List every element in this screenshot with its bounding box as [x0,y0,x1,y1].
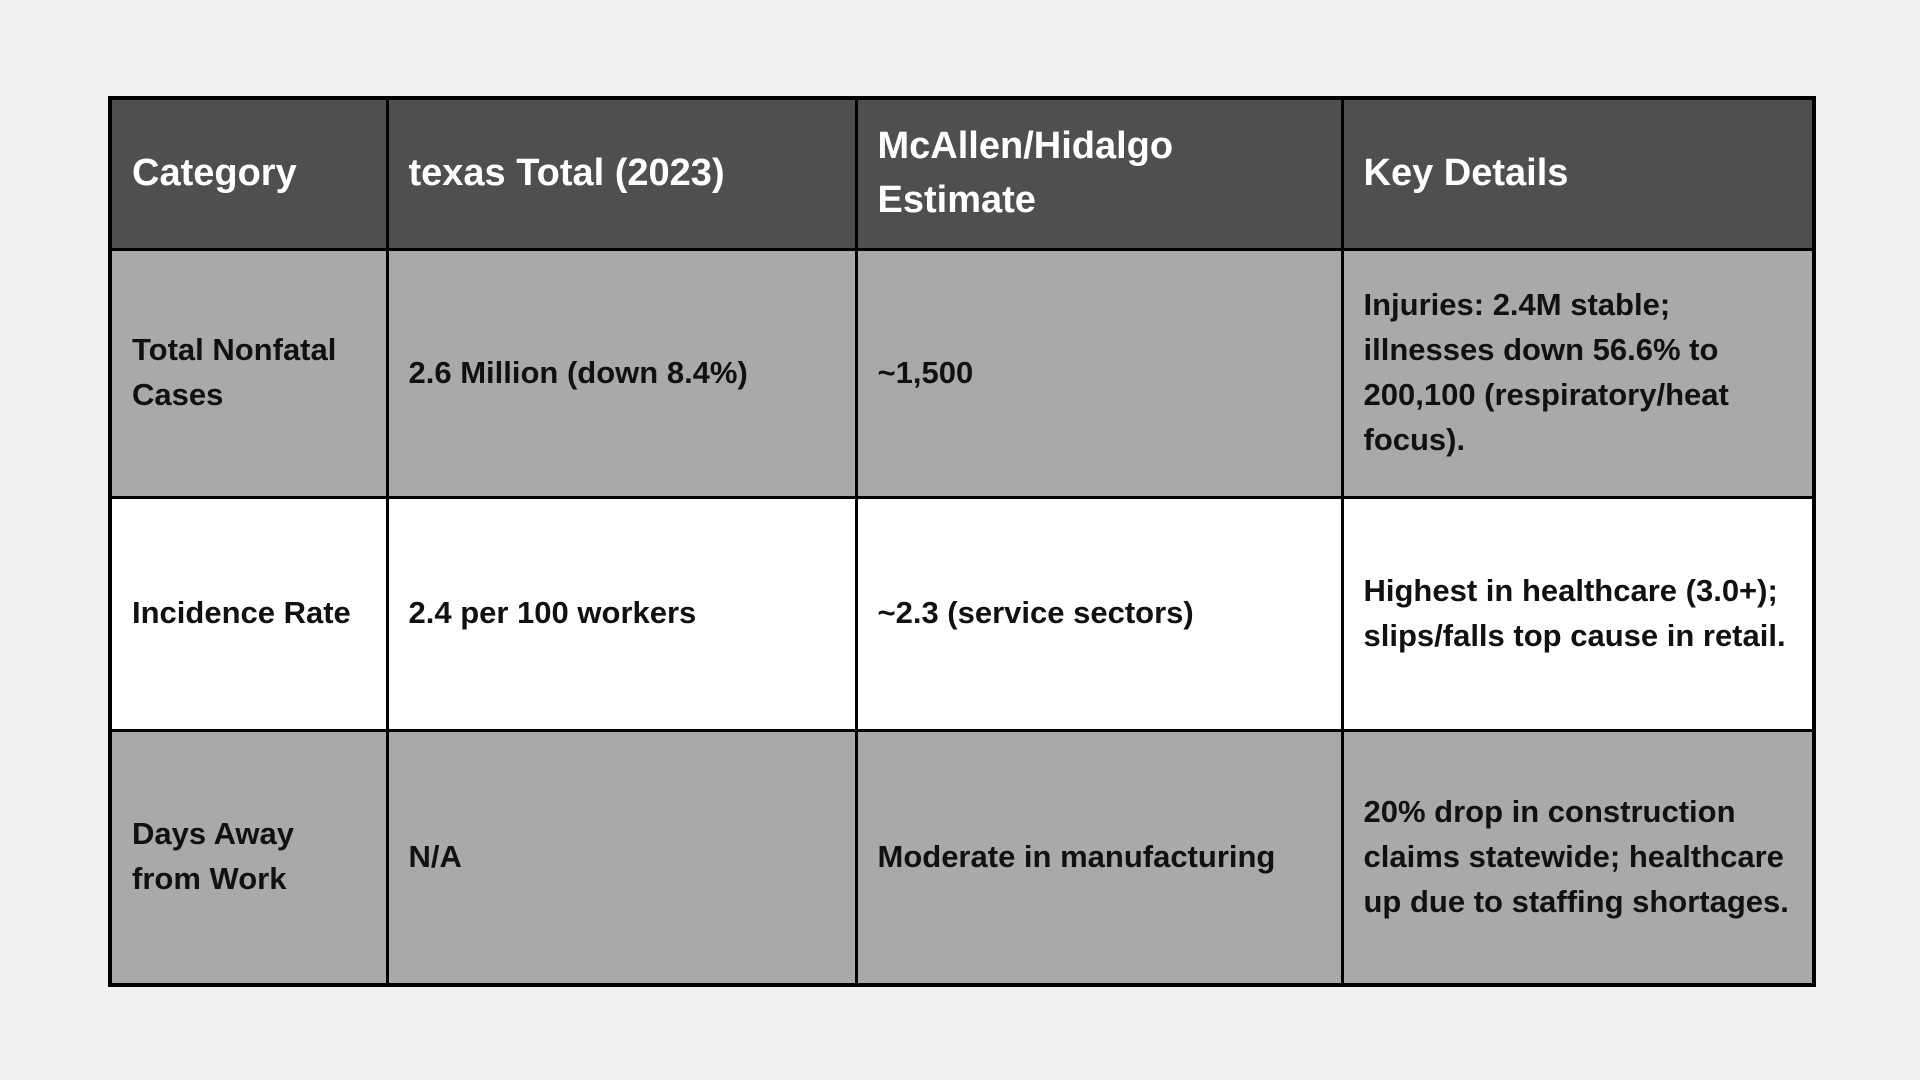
cell-mcallen-estimate: ~1,500 [854,247,1344,499]
cell-mcallen-estimate: Moderate in manufacturing [854,728,1344,987]
column-header-key-details: Key Details [1340,96,1816,251]
cell-texas-total: 2.4 per 100 workers [385,495,858,732]
cell-key-details: 20% drop in construction claims statewid… [1340,728,1816,987]
cell-category: Incidence Rate [108,495,389,732]
column-header-category: Category [108,96,389,251]
cell-mcallen-estimate: ~2.3 (service sectors) [854,495,1344,732]
column-header-texas-total: texas Total (2023) [385,96,858,251]
cell-texas-total: N/A [385,728,858,987]
injury-statistics-table: Category texas Total (2023) McAllen/Hida… [108,96,1816,987]
table-row-total-nonfatal-cases: Total Nonfatal Cases 2.6 Million (down 8… [108,247,1816,499]
table-row-incidence-rate: Incidence Rate 2.4 per 100 workers ~2.3 … [108,495,1816,732]
header-row: Category texas Total (2023) McAllen/Hida… [108,96,1816,251]
table-row-days-away-from-work: Days Away from Work N/A Moderate in manu… [108,728,1816,987]
cell-category: Total Nonfatal Cases [108,247,389,499]
cell-category: Days Away from Work [108,728,389,987]
column-header-mcallen-estimate: McAllen/Hidalgo Estimate [854,96,1344,251]
cell-texas-total: 2.6 Million (down 8.4%) [385,247,858,499]
cell-key-details: Injuries: 2.4M stable; illnesses down 56… [1340,247,1816,499]
cell-key-details: Highest in healthcare (3.0+); slips/fall… [1340,495,1816,732]
